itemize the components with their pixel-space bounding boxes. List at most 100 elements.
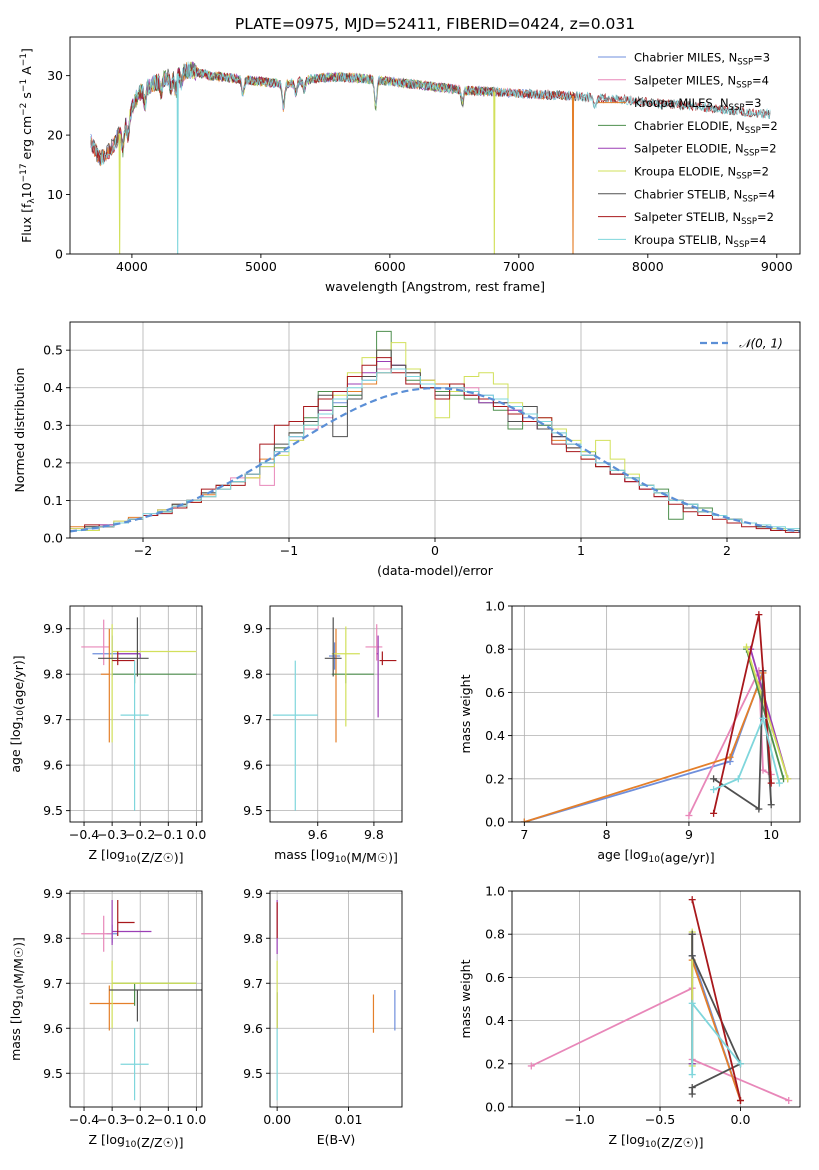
y-tick-label: 0.6 <box>485 970 505 985</box>
y-tick-label: 0.2 <box>43 455 63 470</box>
label-part: Normed distribution <box>12 368 27 493</box>
spectrum-dip <box>571 96 575 254</box>
y-tick-label: 9.6 <box>43 758 63 773</box>
plot-area <box>527 896 793 1105</box>
label-part: 10 <box>125 1140 137 1150</box>
plus-marker <box>767 801 775 809</box>
spectrum-line <box>118 61 493 158</box>
panel-mass_vs_Z: −0.4−0.3−0.2−0.1 0.09.59.69.79.89.9Z [log… <box>8 886 206 1150</box>
y-tick-label: 0.4 <box>43 380 63 395</box>
label-part: A <box>19 66 34 79</box>
y-tick-label: 9.6 <box>243 758 263 773</box>
plot-area <box>70 330 800 533</box>
plus-marker <box>784 775 792 783</box>
legend-suffix: =2 <box>760 142 777 156</box>
errorbar-point <box>98 617 149 677</box>
label-part: wavelength [Angstrom, rest frame] <box>325 279 545 294</box>
plus-marker <box>710 809 718 817</box>
legend-sub: SSP <box>736 80 752 90</box>
label-part: 10 <box>19 182 34 198</box>
plus-marker <box>688 896 696 904</box>
y-tick-label: 0.2 <box>485 1056 505 1071</box>
plot-area <box>90 61 771 254</box>
label-part: (data-model)/error <box>377 563 494 578</box>
spectrum-line <box>90 61 771 166</box>
legend-label: Chabrier MILES, NSSP=3 <box>634 51 770 68</box>
y-tick-label: 0.6 <box>485 685 505 700</box>
label-part: log <box>316 847 335 862</box>
legend-sub: SSP <box>737 58 753 68</box>
errorbar-point <box>272 660 318 811</box>
legend-label: Salpeter MILES, NSSP=4 <box>634 73 769 90</box>
x-tick-label: 2 <box>723 543 731 558</box>
axes-frame <box>511 605 801 823</box>
errorbar-point <box>109 989 202 1022</box>
y-axis-label: Normed distribution <box>12 368 27 493</box>
errorbar-point <box>324 617 342 677</box>
plus-marker <box>755 805 763 813</box>
plot-area <box>272 617 397 811</box>
y-axis-label: age [log10(age/yr)] <box>8 655 26 772</box>
x-axis-label: age [log10(age/yr)] <box>597 847 714 865</box>
y-axis-label: Flux [fλ10−17 erg cm−2 s−1 A−1] <box>19 48 37 243</box>
legend-label: 𝒩(0, 1) <box>739 337 783 351</box>
y-axis-label: mass weight <box>458 674 473 753</box>
label-part: Flux [f <box>19 203 34 243</box>
y-tick-label: 10 <box>47 187 63 202</box>
label-part: mass [ <box>274 847 316 862</box>
y-tick-label: 9.7 <box>243 976 263 991</box>
label-part: (age/yr)] <box>11 655 26 710</box>
legend-sub: SSP <box>744 149 760 159</box>
plus-marker <box>710 786 718 794</box>
errorbar-point <box>111 624 197 743</box>
x-axis-label: Z [log10(Z/Z☉)] <box>608 1132 703 1150</box>
weight-line-chabrier-miles <box>524 670 764 822</box>
legend-label: Chabrier ELODIE, NSSP=2 <box>634 119 778 136</box>
errorbar-point <box>365 624 383 661</box>
plot-area <box>81 617 197 811</box>
x-tick-label: −0.1 <box>153 827 183 842</box>
x-axis-label: (data-model)/error <box>377 563 494 578</box>
x-tick-label: −0.3 <box>97 827 127 842</box>
label-part: log <box>8 1000 23 1019</box>
errorbar-point <box>111 900 152 945</box>
x-tick-label: 6000 <box>374 259 406 274</box>
errorbar-point <box>81 915 113 952</box>
label-part: log <box>629 847 648 862</box>
y-tick-label: 9.7 <box>243 712 263 727</box>
legend-suffix: =4 <box>758 187 775 201</box>
x-tick-label: 8 <box>603 827 611 842</box>
legend-text: Salpeter STELIB, N <box>634 210 741 224</box>
errorbar-point <box>120 660 149 811</box>
errorbar-point <box>379 651 397 666</box>
axes-frame <box>511 890 801 1108</box>
x-tick-label: −0.1 <box>153 1112 183 1127</box>
legend-sub: SSP <box>736 172 752 182</box>
label-part: −1 <box>19 79 29 92</box>
legend-label: Kroupa ELODIE, NSSP=2 <box>634 165 769 182</box>
y-tick-label: 9.9 <box>43 621 63 636</box>
plus-marker <box>726 753 734 761</box>
y-tick-label: 0.8 <box>485 642 505 657</box>
gaussian-curve <box>70 386 800 533</box>
legend-text: Salpeter ELODIE, N <box>634 142 744 156</box>
panel-age_vs_Z: −0.4−0.3−0.2−0.1 0.09.59.69.79.89.9Z [log… <box>8 605 206 865</box>
errorbar-point <box>100 628 110 743</box>
y-tick-label: 0.4 <box>485 728 505 743</box>
x-tick-label: 9.8 <box>364 827 384 842</box>
plus-marker <box>685 812 693 820</box>
plot-area <box>520 611 792 822</box>
label-part: ] <box>19 48 34 53</box>
plus-marker <box>734 775 742 783</box>
y-tick-label: 0.8 <box>485 927 505 942</box>
errorbar-point <box>328 642 341 670</box>
y-tick-label: 9.8 <box>43 931 63 946</box>
label-part: λ <box>27 198 37 204</box>
plus-marker <box>736 1060 744 1068</box>
x-tick-label: 8000 <box>632 259 664 274</box>
x-tick-label: 0.0 <box>186 1112 206 1127</box>
y-tick-label: 9.5 <box>243 1066 263 1081</box>
plus-marker <box>688 1071 696 1079</box>
label-part: mass weight <box>458 959 473 1038</box>
plus-marker <box>759 714 767 722</box>
